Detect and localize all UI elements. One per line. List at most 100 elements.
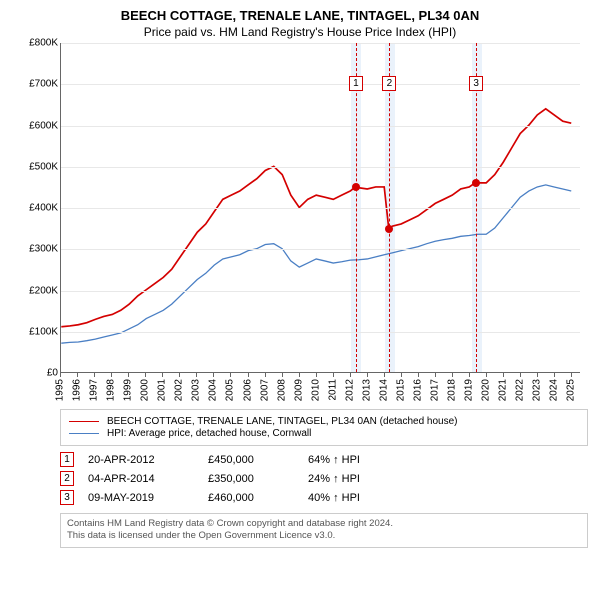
- event-vline: [356, 43, 357, 372]
- sale-price: £460,000: [208, 492, 308, 504]
- x-tick: [60, 373, 61, 377]
- x-tick: [384, 373, 385, 377]
- event-vline: [389, 43, 390, 372]
- event-vline: [476, 43, 477, 372]
- x-tick-label: 2020: [481, 379, 492, 401]
- legend-label: HPI: Average price, detached house, Corn…: [107, 428, 311, 439]
- x-tick: [350, 373, 351, 377]
- x-axis: 1995199619971998199920002001200220032004…: [60, 377, 580, 405]
- x-tick-label: 2023: [532, 379, 543, 401]
- plot-area: 123: [60, 43, 580, 373]
- x-tick: [213, 373, 214, 377]
- x-tick-label: 2010: [310, 379, 321, 401]
- x-tick: [435, 373, 436, 377]
- footer-line2: This data is licensed under the Open Gov…: [67, 530, 581, 542]
- x-tick-label: 1999: [123, 379, 134, 401]
- chart-title-line2: Price paid vs. HM Land Registry's House …: [0, 23, 600, 43]
- sale-date: 09-MAY-2019: [88, 492, 208, 504]
- x-tick: [537, 373, 538, 377]
- x-tick-label: 2007: [259, 379, 270, 401]
- x-tick: [316, 373, 317, 377]
- x-tick: [520, 373, 521, 377]
- chart-area: £0£100K£200K£300K£400K£500K£600K£700K£80…: [12, 43, 587, 403]
- gridline: [61, 332, 580, 333]
- legend-row: HPI: Average price, detached house, Corn…: [69, 428, 579, 439]
- sale-index-box: 3: [60, 490, 74, 505]
- x-tick: [77, 373, 78, 377]
- y-tick-label: £300K: [29, 244, 58, 255]
- x-tick-label: 2006: [242, 379, 253, 401]
- footer-attribution: Contains HM Land Registry data © Crown c…: [60, 513, 588, 548]
- x-tick-label: 2022: [515, 379, 526, 401]
- sale-dot: [385, 225, 393, 233]
- series-line-property: [61, 109, 571, 327]
- x-tick: [94, 373, 95, 377]
- x-tick-label: 2004: [208, 379, 219, 401]
- footer-line1: Contains HM Land Registry data © Crown c…: [67, 518, 581, 530]
- x-tick: [248, 373, 249, 377]
- x-tick: [179, 373, 180, 377]
- x-tick-label: 2025: [566, 379, 577, 401]
- x-tick: [418, 373, 419, 377]
- x-tick-label: 1998: [106, 379, 117, 401]
- sale-index-box: 2: [60, 471, 74, 486]
- x-tick-label: 2018: [447, 379, 458, 401]
- sale-delta: 24% ↑ HPI: [308, 473, 360, 485]
- x-tick-label: 2019: [464, 379, 475, 401]
- y-tick-label: £500K: [29, 161, 58, 172]
- sale-delta: 64% ↑ HPI: [308, 454, 360, 466]
- x-tick: [111, 373, 112, 377]
- gridline: [61, 208, 580, 209]
- sale-price: £350,000: [208, 473, 308, 485]
- sale-row: 2 04-APR-2014£350,00024% ↑ HPI: [60, 471, 588, 486]
- sale-price: £450,000: [208, 454, 308, 466]
- x-tick: [367, 373, 368, 377]
- x-tick-label: 2021: [498, 379, 509, 401]
- x-tick-label: 2008: [276, 379, 287, 401]
- sale-date: 20-APR-2012: [88, 454, 208, 466]
- sale-date: 04-APR-2014: [88, 473, 208, 485]
- x-tick: [282, 373, 283, 377]
- sale-dot: [352, 183, 360, 191]
- gridline: [61, 84, 580, 85]
- event-marker: 1: [349, 76, 363, 91]
- y-tick-label: £800K: [29, 38, 58, 49]
- sale-delta: 40% ↑ HPI: [308, 492, 360, 504]
- x-tick: [401, 373, 402, 377]
- x-tick-label: 1997: [89, 379, 100, 401]
- x-tick-label: 2001: [157, 379, 168, 401]
- x-tick-label: 2014: [378, 379, 389, 401]
- x-tick-label: 2016: [413, 379, 424, 401]
- legend-row: BEECH COTTAGE, TRENALE LANE, TINTAGEL, P…: [69, 416, 579, 427]
- x-tick-label: 2015: [395, 379, 406, 401]
- x-tick-label: 2002: [174, 379, 185, 401]
- gridline: [61, 249, 580, 250]
- x-tick: [265, 373, 266, 377]
- x-tick: [196, 373, 197, 377]
- gridline: [61, 43, 580, 44]
- y-tick-label: £600K: [29, 120, 58, 131]
- x-tick-label: 1995: [55, 379, 66, 401]
- x-tick: [162, 373, 163, 377]
- x-tick-label: 2005: [225, 379, 236, 401]
- y-tick-label: £200K: [29, 285, 58, 296]
- gridline: [61, 126, 580, 127]
- gridline: [61, 167, 580, 168]
- x-tick-label: 2012: [344, 379, 355, 401]
- x-tick: [299, 373, 300, 377]
- x-tick: [145, 373, 146, 377]
- y-tick-label: £100K: [29, 326, 58, 337]
- sale-dot: [472, 179, 480, 187]
- x-tick-label: 2024: [549, 379, 560, 401]
- event-marker: 2: [382, 76, 396, 91]
- x-tick: [230, 373, 231, 377]
- x-tick-label: 1996: [72, 379, 83, 401]
- y-axis: £0£100K£200K£300K£400K£500K£600K£700K£80…: [12, 43, 60, 373]
- y-tick-label: £400K: [29, 203, 58, 214]
- x-tick: [503, 373, 504, 377]
- x-tick: [571, 373, 572, 377]
- x-tick: [469, 373, 470, 377]
- sale-row: 120-APR-2012£450,00064% ↑ HPI: [60, 452, 588, 467]
- y-tick-label: £0: [47, 368, 58, 379]
- chart-title-line1: BEECH COTTAGE, TRENALE LANE, TINTAGEL, P…: [0, 0, 600, 23]
